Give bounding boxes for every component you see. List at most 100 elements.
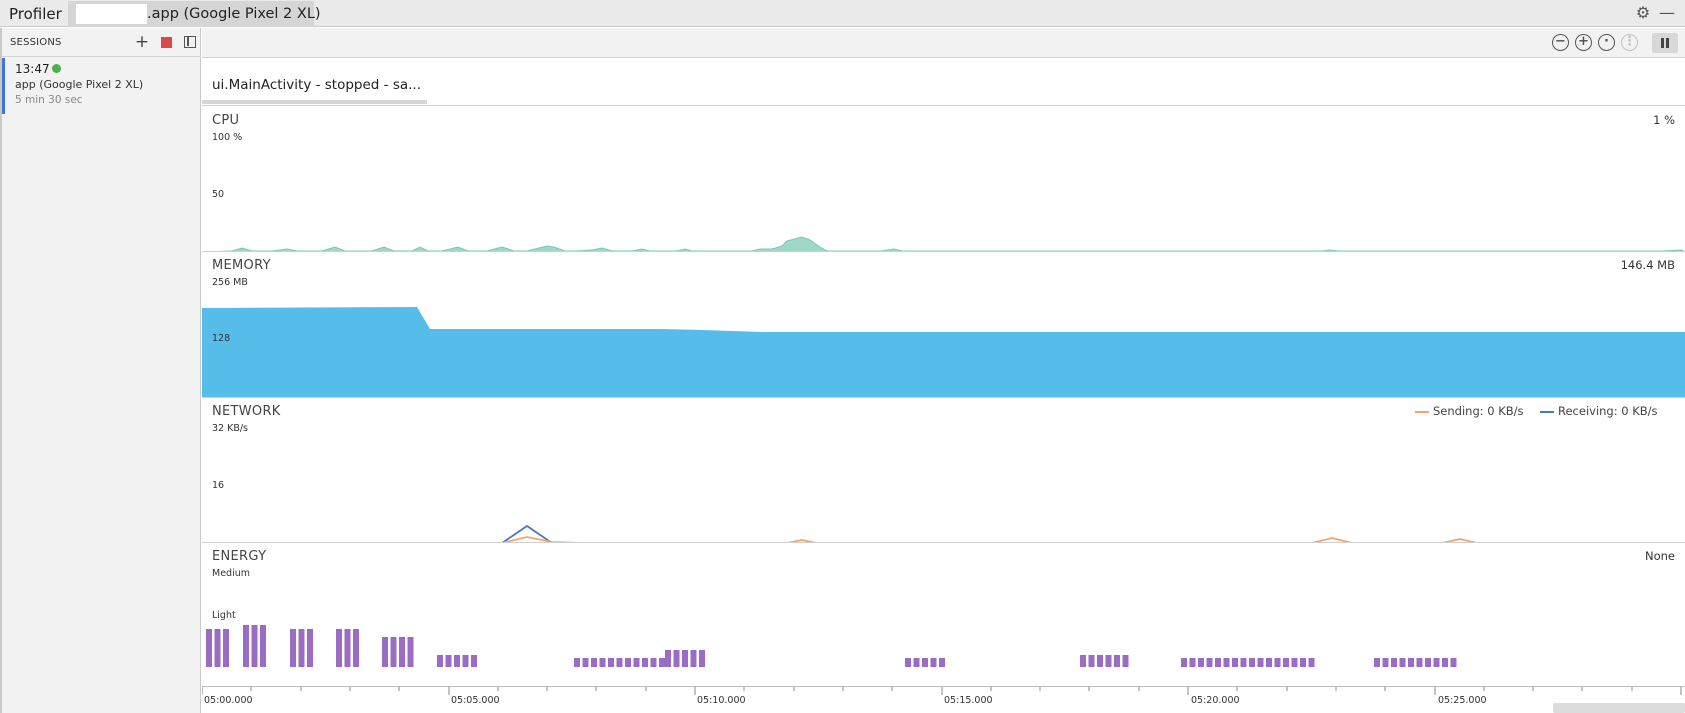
energy-bar	[1114, 655, 1120, 667]
receiving-label: Receiving: 0 KB/s	[1558, 404, 1658, 418]
energy-bar	[1257, 658, 1264, 667]
energy-bar	[1300, 658, 1306, 667]
sessions-title: SESSIONS	[10, 37, 62, 48]
energy-bar	[625, 658, 631, 667]
time-label: 05:05.000	[451, 695, 500, 706]
network-axis-max: 32 KB/s	[212, 423, 249, 434]
energy-bar	[251, 625, 258, 667]
energy-bar	[243, 625, 249, 667]
energy-bar	[307, 629, 313, 667]
energy-bar	[407, 637, 414, 667]
energy-bar	[616, 658, 623, 667]
energy-current-value: None	[1644, 549, 1675, 563]
energy-bar	[650, 658, 657, 667]
energy-bar	[1374, 658, 1380, 667]
title-bar: Profiler .app (Google Pixel 2 XL) ⚙ —	[0, 0, 1685, 27]
energy-bar	[1274, 658, 1281, 667]
cpu-track[interactable]: CPU 100 % 50 1 %	[202, 107, 1685, 252]
zoom-out-icon[interactable]: −	[1552, 34, 1569, 51]
energy-bar	[1249, 658, 1255, 667]
gear-icon[interactable]: ⚙	[1635, 3, 1651, 22]
energy-bar	[445, 655, 452, 667]
panel-toggle-icon[interactable]	[184, 36, 196, 48]
session-device: app (Google Pixel 2 XL)	[15, 78, 144, 91]
energy-bar	[1450, 658, 1457, 667]
energy-bar	[1266, 658, 1272, 667]
network-track[interactable]: NETWORK 32 KB/s 16 Sending: 0 KB/s Recei…	[202, 398, 1685, 543]
energy-bar	[665, 650, 671, 667]
energy-bar	[591, 658, 597, 667]
energy-bar	[1283, 658, 1289, 667]
activity-underline	[202, 100, 427, 104]
energy-bar	[1240, 658, 1247, 667]
activity-label[interactable]: ui.MainActivity - stopped - sa...	[212, 77, 421, 93]
energy-bar	[922, 658, 928, 667]
pause-icon[interactable]	[1652, 33, 1678, 53]
energy-bar	[1181, 658, 1187, 667]
network-track-title: NETWORK	[212, 404, 281, 419]
energy-bar	[1198, 658, 1204, 667]
energy-bar	[471, 655, 477, 667]
time-axis-ticks	[202, 687, 1682, 695]
profiler-main: − + · ⋮ ui.MainActivity - stopped - sa..…	[202, 28, 1685, 713]
network-legend-receiving: Receiving: 0 KB/s	[1540, 404, 1658, 418]
reset-zoom-icon[interactable]: ·	[1598, 34, 1615, 51]
energy-bar	[633, 658, 640, 667]
device-tab-label: .app (Google Pixel 2 XL)	[147, 6, 321, 22]
time-label: 05:15.000	[944, 695, 993, 706]
plus-icon[interactable]: +	[134, 32, 150, 52]
network-legend-sending: Sending: 0 KB/s	[1415, 404, 1524, 418]
energy-bar	[699, 650, 705, 667]
cpu-track-title: CPU	[212, 113, 240, 128]
energy-bar	[1105, 655, 1112, 667]
memory-chart	[202, 307, 1685, 397]
energy-bar	[1232, 658, 1238, 667]
energy-bar	[1206, 658, 1213, 667]
energy-bar	[1408, 658, 1414, 667]
energy-bar	[1189, 658, 1196, 667]
time-label: 05:25.000	[1438, 695, 1487, 706]
energy-bar	[290, 629, 296, 667]
energy-bar	[1399, 658, 1406, 667]
energy-bar	[1291, 658, 1298, 667]
zoom-to-selection-icon[interactable]: ⋮	[1621, 34, 1638, 51]
energy-bar	[437, 655, 443, 667]
energy-bar	[1433, 658, 1440, 667]
memory-track[interactable]: MEMORY 256 MB 128 146.4 MB	[202, 252, 1685, 398]
energy-bar	[1088, 655, 1095, 667]
time-label: 05:10.000	[697, 695, 746, 706]
minimize-icon[interactable]: —	[1659, 3, 1675, 22]
energy-bar	[454, 655, 460, 667]
session-item[interactable]: 13:47 app (Google Pixel 2 XL) 5 min 30 s…	[2, 58, 201, 114]
stop-icon[interactable]	[161, 37, 172, 48]
receiving-swatch	[1540, 410, 1554, 413]
energy-bar	[462, 655, 469, 667]
energy-bar	[599, 658, 606, 667]
time-label: 05:20.000	[1191, 695, 1240, 706]
horizontal-scrollbar[interactable]	[1553, 703, 1685, 713]
energy-bar	[582, 658, 589, 667]
energy-track[interactable]: ENERGY Medium Light None	[202, 543, 1685, 687]
energy-bar	[905, 658, 911, 667]
energy-bar	[673, 650, 680, 667]
energy-bar	[690, 650, 697, 667]
timeline-toolbar: − + · ⋮	[202, 28, 1685, 58]
cpu-axis-max: 100 %	[212, 132, 243, 143]
memory-current-value: 146.4 MB	[1620, 258, 1675, 272]
energy-bar	[682, 650, 688, 667]
energy-bar	[344, 629, 351, 667]
energy-bar	[659, 658, 665, 667]
redacted-package-name	[76, 4, 147, 24]
energy-bar	[1308, 658, 1315, 667]
memory-track-title: MEMORY	[212, 258, 271, 273]
energy-bar	[930, 658, 937, 667]
energy-bar	[939, 658, 945, 667]
energy-bar	[1223, 658, 1230, 667]
memory-axis-mid: 128	[212, 333, 231, 344]
session-time: 13:47	[15, 62, 50, 76]
energy-bar	[1391, 658, 1397, 667]
app-title: Profiler	[9, 5, 62, 23]
zoom-in-icon[interactable]: +	[1575, 34, 1592, 51]
energy-bar	[223, 629, 229, 667]
device-tab[interactable]: .app (Google Pixel 2 XL)	[68, 1, 321, 27]
